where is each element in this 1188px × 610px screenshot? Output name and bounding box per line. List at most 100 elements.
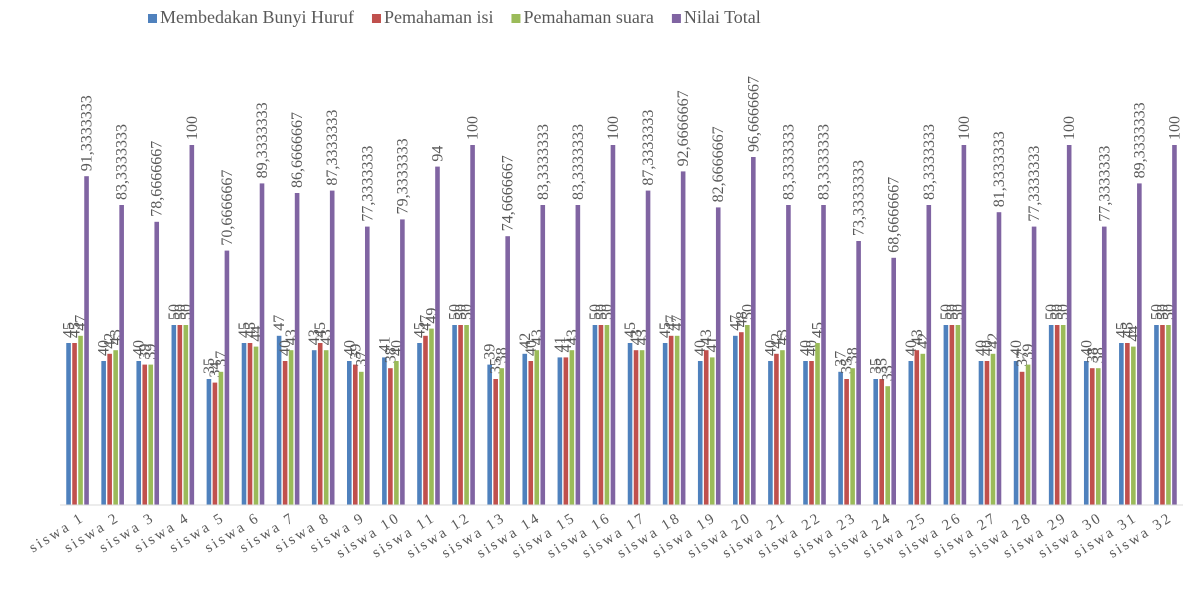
bar: [668, 335, 674, 505]
bar: [885, 386, 891, 505]
bar: [282, 361, 288, 505]
data-label: 40: [762, 340, 779, 356]
bar: [598, 325, 604, 505]
bar: [809, 361, 814, 505]
bar: [458, 325, 463, 505]
bar: [388, 368, 393, 505]
data-label: 45: [657, 322, 674, 338]
bar: [733, 335, 738, 505]
bar: [311, 350, 317, 505]
bar: [920, 353, 926, 505]
bar: [1031, 226, 1037, 505]
data-label: 40: [973, 340, 990, 356]
bar: [768, 361, 773, 505]
bar: [429, 328, 434, 505]
bar: [996, 212, 1002, 505]
data-label: 37: [833, 351, 850, 367]
data-label: 83,3333333: [570, 124, 587, 200]
bar: [142, 364, 148, 505]
bar: [774, 353, 779, 505]
bar: [645, 190, 651, 505]
bar: [493, 379, 498, 505]
bar: [961, 145, 967, 505]
data-label: 38: [1084, 347, 1101, 363]
bar: [949, 325, 955, 505]
bar: [745, 325, 750, 505]
data-label: 41: [558, 336, 575, 352]
bar: [78, 335, 83, 505]
bar: [1160, 325, 1165, 505]
data-label: 77,3333333: [1026, 146, 1043, 222]
data-label: 37: [1014, 351, 1031, 367]
bar: [352, 364, 358, 505]
bar: [844, 379, 849, 505]
data-label: 86,6666667: [289, 112, 306, 188]
data-label: 81,3333333: [991, 131, 1008, 207]
bar: [1131, 346, 1136, 505]
bar: [241, 343, 247, 505]
data-label: 45: [236, 322, 253, 338]
data-label: 50: [453, 304, 470, 320]
bar: [382, 357, 387, 505]
data-label: 92,6666667: [675, 90, 692, 166]
data-label: 39: [137, 344, 154, 360]
bar: [505, 236, 510, 505]
data-label: 45: [67, 322, 84, 338]
bar: [873, 379, 879, 505]
bar: [499, 368, 504, 505]
bar: [662, 343, 668, 505]
bar: [171, 325, 177, 505]
data-label: 47: [663, 315, 680, 331]
data-label: 50: [447, 304, 464, 320]
data-label: 43: [909, 329, 926, 345]
data-label: 100: [1061, 116, 1078, 140]
bar: [66, 343, 71, 505]
data-label: 100: [956, 116, 973, 140]
bar: [1154, 325, 1159, 505]
legend-swatch: [511, 14, 521, 23]
bar: [978, 361, 984, 505]
bar: [136, 361, 142, 505]
bar: [1025, 364, 1031, 505]
data-label: 42: [102, 333, 119, 349]
bar: [148, 364, 154, 505]
bar: [815, 343, 820, 505]
data-label: 74,6666667: [500, 155, 517, 231]
data-label: 91,3333333: [79, 95, 96, 171]
bar: [522, 353, 528, 505]
data-label: 43: [306, 329, 323, 345]
bar: [739, 332, 744, 505]
bar: [709, 357, 715, 505]
bar: [247, 343, 253, 505]
bar: [101, 361, 106, 505]
bar: [879, 379, 885, 505]
data-label: 96,6666667: [745, 76, 762, 152]
bar: [154, 221, 160, 506]
bar: [1054, 325, 1060, 505]
bar: [838, 371, 843, 505]
bar: [119, 205, 124, 505]
data-label: 47: [417, 315, 434, 331]
bar: [177, 325, 183, 505]
legend-label: Pemahaman suara: [523, 7, 653, 27]
data-label: 45: [312, 322, 329, 338]
legend-label: Membedakan Bunyi Huruf: [160, 7, 354, 27]
data-label: 48: [733, 311, 750, 327]
bar: [72, 343, 77, 505]
data-label: 83,3333333: [816, 124, 833, 200]
bar: [435, 166, 440, 505]
data-label: 47: [271, 315, 288, 331]
data-label: 35: [868, 358, 885, 374]
bar: [990, 353, 996, 505]
data-label: 39: [347, 344, 364, 360]
bar: [183, 325, 189, 505]
data-label: 100: [605, 116, 622, 140]
bar: [926, 205, 932, 505]
data-label: 50: [1049, 304, 1066, 320]
bar: [1048, 325, 1054, 505]
legend-label: Nilai Total: [684, 7, 761, 27]
data-label: 83,3333333: [921, 124, 938, 200]
data-label: 82,6666667: [710, 126, 727, 202]
bar: [786, 205, 791, 505]
